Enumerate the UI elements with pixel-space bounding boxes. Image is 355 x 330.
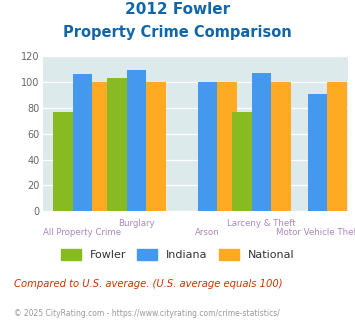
- Bar: [252, 73, 271, 211]
- Bar: [327, 82, 347, 211]
- Text: Arson: Arson: [195, 228, 220, 237]
- Bar: [308, 94, 327, 211]
- Bar: [217, 82, 237, 211]
- Text: © 2025 CityRating.com - https://www.cityrating.com/crime-statistics/: © 2025 CityRating.com - https://www.city…: [14, 309, 280, 317]
- Bar: [233, 112, 252, 211]
- Text: Compared to U.S. average. (U.S. average equals 100): Compared to U.S. average. (U.S. average …: [14, 279, 283, 289]
- Text: All Property Crime: All Property Crime: [43, 228, 121, 237]
- Bar: [271, 82, 291, 211]
- Bar: [146, 82, 165, 211]
- Text: 2012 Fowler: 2012 Fowler: [125, 2, 230, 16]
- Bar: [198, 82, 217, 211]
- Text: Larceny & Theft: Larceny & Theft: [227, 219, 296, 228]
- Text: Burglary: Burglary: [118, 219, 155, 228]
- Text: Property Crime Comparison: Property Crime Comparison: [63, 25, 292, 40]
- Bar: [92, 82, 111, 211]
- Bar: [127, 70, 146, 211]
- Bar: [107, 78, 127, 211]
- Bar: [53, 112, 73, 211]
- Text: Motor Vehicle Theft: Motor Vehicle Theft: [276, 228, 355, 237]
- Legend: Fowler, Indiana, National: Fowler, Indiana, National: [56, 245, 299, 265]
- Bar: [73, 74, 92, 211]
